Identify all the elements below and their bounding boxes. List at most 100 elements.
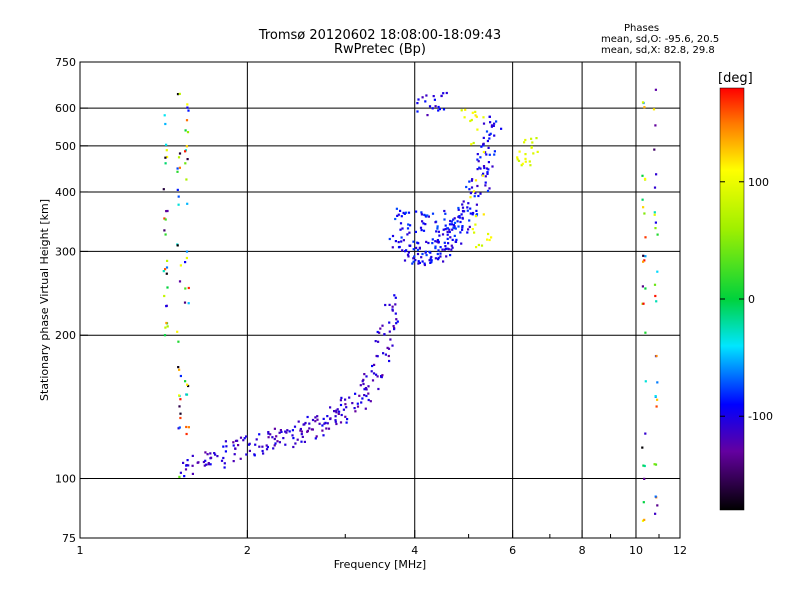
data-point bbox=[654, 124, 657, 127]
data-point bbox=[417, 98, 420, 101]
data-point bbox=[185, 393, 189, 396]
data-point bbox=[427, 215, 430, 218]
data-point bbox=[517, 159, 521, 162]
data-point bbox=[184, 380, 187, 383]
data-point bbox=[428, 259, 431, 262]
data-point bbox=[466, 209, 469, 212]
data-point bbox=[326, 415, 329, 418]
data-point bbox=[184, 261, 187, 264]
data-point bbox=[456, 220, 459, 223]
data-point bbox=[470, 179, 473, 182]
data-point bbox=[449, 219, 452, 223]
data-point bbox=[344, 398, 347, 401]
data-point bbox=[468, 180, 471, 183]
data-point bbox=[258, 433, 261, 436]
data-point bbox=[306, 415, 309, 419]
data-point bbox=[436, 227, 439, 230]
data-point bbox=[164, 268, 167, 271]
data-point bbox=[325, 427, 328, 430]
data-point bbox=[186, 202, 189, 205]
data-point bbox=[643, 106, 646, 109]
data-point bbox=[207, 463, 210, 466]
data-point bbox=[434, 245, 437, 248]
data-point bbox=[300, 433, 303, 436]
data-point bbox=[177, 203, 180, 206]
data-point bbox=[418, 246, 421, 249]
data-point bbox=[178, 426, 181, 429]
data-point bbox=[248, 449, 251, 452]
data-point bbox=[437, 256, 440, 259]
data-point bbox=[493, 150, 496, 153]
data-point bbox=[272, 447, 275, 450]
data-point bbox=[653, 186, 657, 189]
data-point bbox=[492, 124, 495, 127]
data-point bbox=[336, 408, 339, 411]
data-point bbox=[488, 238, 491, 242]
data-point bbox=[316, 418, 319, 421]
data-point bbox=[643, 477, 646, 480]
data-point bbox=[482, 136, 485, 139]
data-point bbox=[363, 373, 366, 376]
data-point bbox=[381, 324, 384, 327]
data-point bbox=[644, 236, 647, 239]
data-point bbox=[482, 122, 486, 125]
data-point bbox=[282, 437, 285, 440]
data-point bbox=[654, 463, 658, 466]
data-point bbox=[166, 155, 169, 159]
data-point bbox=[489, 121, 492, 124]
data-point bbox=[468, 219, 471, 222]
data-point bbox=[185, 178, 188, 181]
data-point bbox=[472, 141, 475, 145]
data-point bbox=[480, 145, 483, 148]
data-point bbox=[176, 167, 179, 170]
data-point bbox=[424, 223, 427, 226]
data-point bbox=[449, 236, 452, 239]
data-point bbox=[471, 228, 474, 231]
data-point bbox=[433, 98, 436, 101]
data-point bbox=[176, 330, 179, 333]
data-point bbox=[442, 260, 445, 263]
data-point bbox=[652, 108, 656, 111]
data-point bbox=[454, 227, 457, 230]
data-point bbox=[437, 258, 440, 261]
data-point bbox=[311, 428, 314, 431]
data-point bbox=[450, 223, 454, 226]
data-point bbox=[458, 215, 461, 218]
data-point bbox=[388, 303, 391, 306]
data-point bbox=[488, 187, 491, 190]
data-point bbox=[397, 241, 400, 244]
data-point bbox=[177, 340, 180, 343]
data-point bbox=[292, 445, 295, 449]
data-point bbox=[412, 260, 415, 263]
data-point bbox=[475, 115, 478, 118]
data-point bbox=[415, 210, 418, 213]
data-point bbox=[184, 162, 187, 165]
data-point bbox=[185, 145, 188, 148]
data-point bbox=[261, 445, 264, 448]
data-point bbox=[417, 262, 420, 265]
data-point bbox=[395, 322, 398, 325]
data-point bbox=[486, 172, 489, 175]
data-point bbox=[444, 245, 447, 248]
data-point bbox=[294, 442, 297, 445]
data-point bbox=[234, 447, 237, 450]
data-point bbox=[461, 206, 465, 209]
data-point bbox=[420, 211, 423, 214]
data-point bbox=[482, 172, 485, 175]
data-point bbox=[291, 429, 294, 432]
data-point bbox=[521, 162, 524, 165]
data-point bbox=[164, 218, 167, 221]
data-point bbox=[495, 120, 498, 123]
data-point bbox=[365, 394, 368, 398]
x-tick-label: 1 bbox=[77, 544, 84, 557]
data-point bbox=[653, 283, 657, 286]
data-point bbox=[488, 133, 491, 136]
data-point bbox=[306, 430, 309, 433]
data-point bbox=[165, 305, 168, 308]
data-point bbox=[438, 108, 441, 111]
data-point bbox=[474, 110, 477, 113]
data-point bbox=[476, 128, 479, 131]
data-point bbox=[265, 444, 268, 447]
data-point bbox=[220, 459, 224, 462]
data-point bbox=[387, 354, 390, 358]
